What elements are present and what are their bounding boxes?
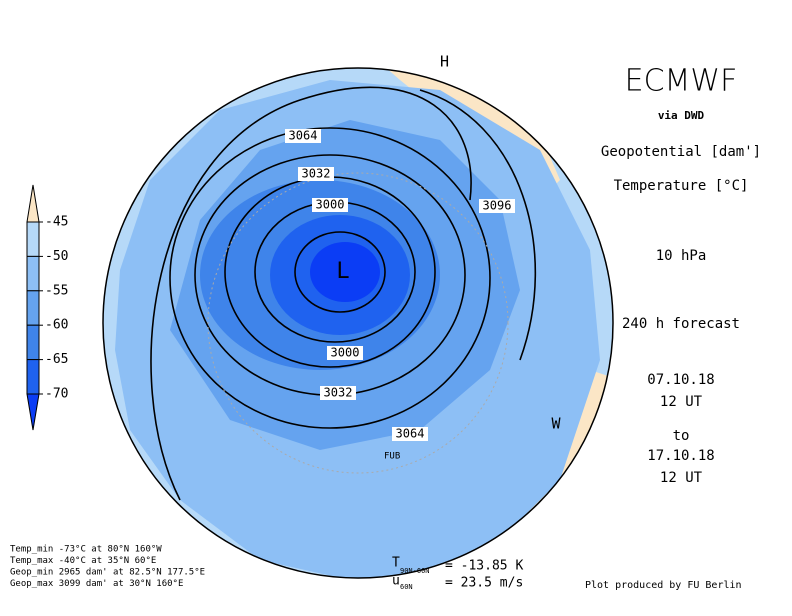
temp-area xyxy=(310,242,380,302)
valid-time: 12 UT xyxy=(660,470,703,486)
brand: ECMWF xyxy=(625,64,738,99)
latitude-circle xyxy=(207,172,509,474)
contour-label: 3032 xyxy=(302,167,331,181)
colorbar-label: -55 xyxy=(45,283,68,298)
station-label: FUB xyxy=(384,452,400,462)
colorbar-segment xyxy=(26,221,40,257)
u-symbol: u xyxy=(392,574,400,589)
colorbar-segment xyxy=(26,290,40,326)
field: Geopotential [dam'] xyxy=(601,144,761,160)
t-symbol: T xyxy=(392,556,400,571)
field: Temperature [°C] xyxy=(614,178,749,194)
high-label: H xyxy=(440,53,449,71)
contour-label: 3096 xyxy=(483,199,512,213)
map xyxy=(103,68,613,578)
contour-label-box xyxy=(285,129,321,143)
u-value: = 23.5 m/s xyxy=(445,576,523,591)
credit: Plot produced by FU Berlin xyxy=(585,580,742,591)
west-label: W xyxy=(551,415,561,433)
stat-line: Temp_max -40°C at 35°N 60°E xyxy=(10,556,156,566)
source: via DWD xyxy=(658,109,705,122)
level: 10 hPa xyxy=(656,248,707,264)
contour-label: 3000 xyxy=(316,198,345,212)
contour-label-box xyxy=(392,427,428,441)
stat-line: Geop_max 3099 dam' at 30°N 160°E xyxy=(10,579,183,589)
forecast: 240 h forecast xyxy=(622,316,740,332)
contours xyxy=(150,86,537,501)
colorbar: -45 -50 -55 -60 -65 -70 xyxy=(26,184,68,431)
map-border xyxy=(102,67,614,579)
colorbar-label: -50 xyxy=(45,249,68,264)
to-label: to xyxy=(673,428,690,444)
colorbar-end xyxy=(26,184,40,223)
low-label: L xyxy=(336,259,349,284)
colorbar-label: -60 xyxy=(45,318,68,333)
contour-label: 3064 xyxy=(396,427,425,441)
valid-date: 17.10.18 xyxy=(647,448,714,464)
contour-label: 3032 xyxy=(324,386,353,400)
contour-label-box xyxy=(298,167,334,181)
stat-line: Temp_min -73°C at 80°N 160°W xyxy=(10,545,162,555)
contour-label-box xyxy=(312,198,348,212)
t-value: = -13.85 K xyxy=(445,559,523,574)
colorbar-label: -70 xyxy=(45,387,68,402)
colorbar-end xyxy=(26,393,40,431)
contour-label-box xyxy=(320,386,356,400)
colorbar-segment xyxy=(26,324,40,361)
u-sub: 60N xyxy=(400,583,413,591)
contour-label-box xyxy=(479,199,515,213)
colorbar-label: -65 xyxy=(45,352,68,367)
init-date: 07.10.18 xyxy=(647,372,714,388)
t-sub: 90N-60N xyxy=(400,567,430,575)
stat-line: Geop_min 2965 dam' at 82.5°N 177.5°E xyxy=(10,568,205,578)
contour-label-box xyxy=(327,346,363,360)
contour-label: 3000 xyxy=(331,346,360,360)
colorbar-label: -45 xyxy=(45,215,68,230)
colorbar-segment xyxy=(26,255,40,292)
contour-label: 3064 xyxy=(289,129,318,143)
init-time: 12 UT xyxy=(660,394,703,410)
colorbar-segment xyxy=(26,359,40,395)
